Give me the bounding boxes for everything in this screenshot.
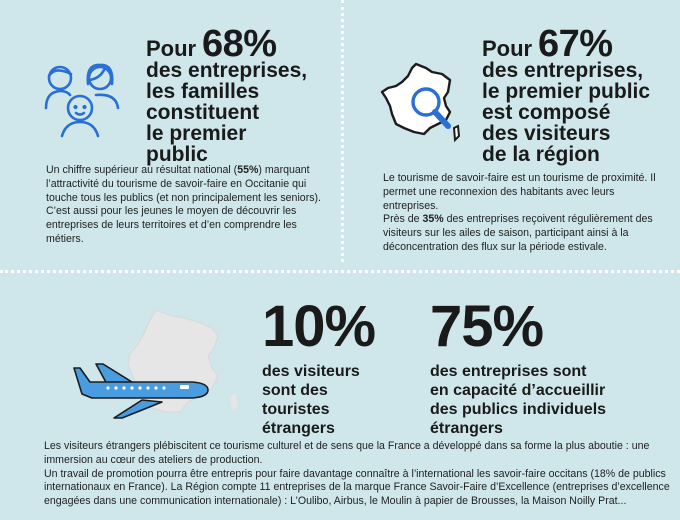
headline-1-line: le premier [146, 122, 247, 145]
block-75: 75% des entreprises sont en capacité d’a… [430, 298, 606, 438]
headline-2-line: est composé [482, 101, 611, 124]
text: ) marquant l’attractivité du tourisme de… [46, 164, 321, 245]
family-icon [38, 58, 130, 138]
block-75-line: des entreprises sont [430, 363, 587, 380]
pour-label: Pour [482, 36, 533, 61]
block-75-line: en capacité d’accueillir [430, 382, 606, 399]
footer-text: Les visiteurs étrangers plébiscitent ce … [44, 440, 676, 509]
paragraph-2a: Le tourisme de savoir-faire est un touri… [383, 172, 656, 212]
headline-2-line: des visiteurs [482, 122, 611, 145]
text: Près de [383, 213, 423, 226]
bold-35: 35% [422, 213, 444, 226]
headline-1: Pour 68% des entreprises, les familles c… [146, 25, 308, 166]
block-75-line: des publics individuels [430, 401, 607, 418]
block-10: 10% des visiteurs sont des touristes étr… [262, 294, 376, 438]
stat-68: 68% [201, 23, 277, 65]
footer-paragraph-1: Les visiteurs étrangers plébiscitent ce … [44, 440, 650, 466]
block-10-line: des visiteurs [262, 363, 360, 380]
paragraph-2: Le tourisme de savoir-faire est un touri… [383, 172, 671, 255]
vertical-divider [341, 0, 344, 262]
block-10-line: étrangers [262, 420, 335, 437]
headline-1-line: les familles [146, 80, 260, 103]
stat-10: 10% [262, 294, 376, 359]
stat-75: 75% [430, 294, 544, 359]
headline-1-line: constituent [146, 101, 260, 124]
text: Un chiffre supérieur au résultat nationa… [46, 164, 238, 176]
headline-1-line: public [146, 143, 208, 166]
block-75-line: étrangers [430, 420, 503, 437]
headline-2-line: le premier public [482, 80, 651, 103]
stat-67: 67% [537, 23, 613, 65]
bold-55: 55% [237, 164, 259, 176]
headline-2-line: des entreprises, [482, 59, 644, 82]
pour-label: Pour [146, 36, 197, 61]
headline-2-line: de la région [482, 143, 600, 166]
block-10-line: touristes [262, 401, 330, 418]
footer-paragraph-2: Un travail de promotion pourra être entr… [44, 467, 670, 508]
block-10-line: sont des [262, 382, 328, 399]
horizontal-divider [0, 270, 680, 273]
headline-1-line: des entreprises, [146, 59, 308, 82]
france-magnifier-icon [380, 62, 472, 148]
text: des entreprises reçoivent régulièrement … [383, 213, 653, 253]
france-plane-icon [72, 308, 254, 420]
paragraph-1: Un chiffre supérieur au résultat nationa… [46, 164, 336, 247]
headline-2: Pour 67% des entreprises, le premier pub… [482, 25, 651, 166]
